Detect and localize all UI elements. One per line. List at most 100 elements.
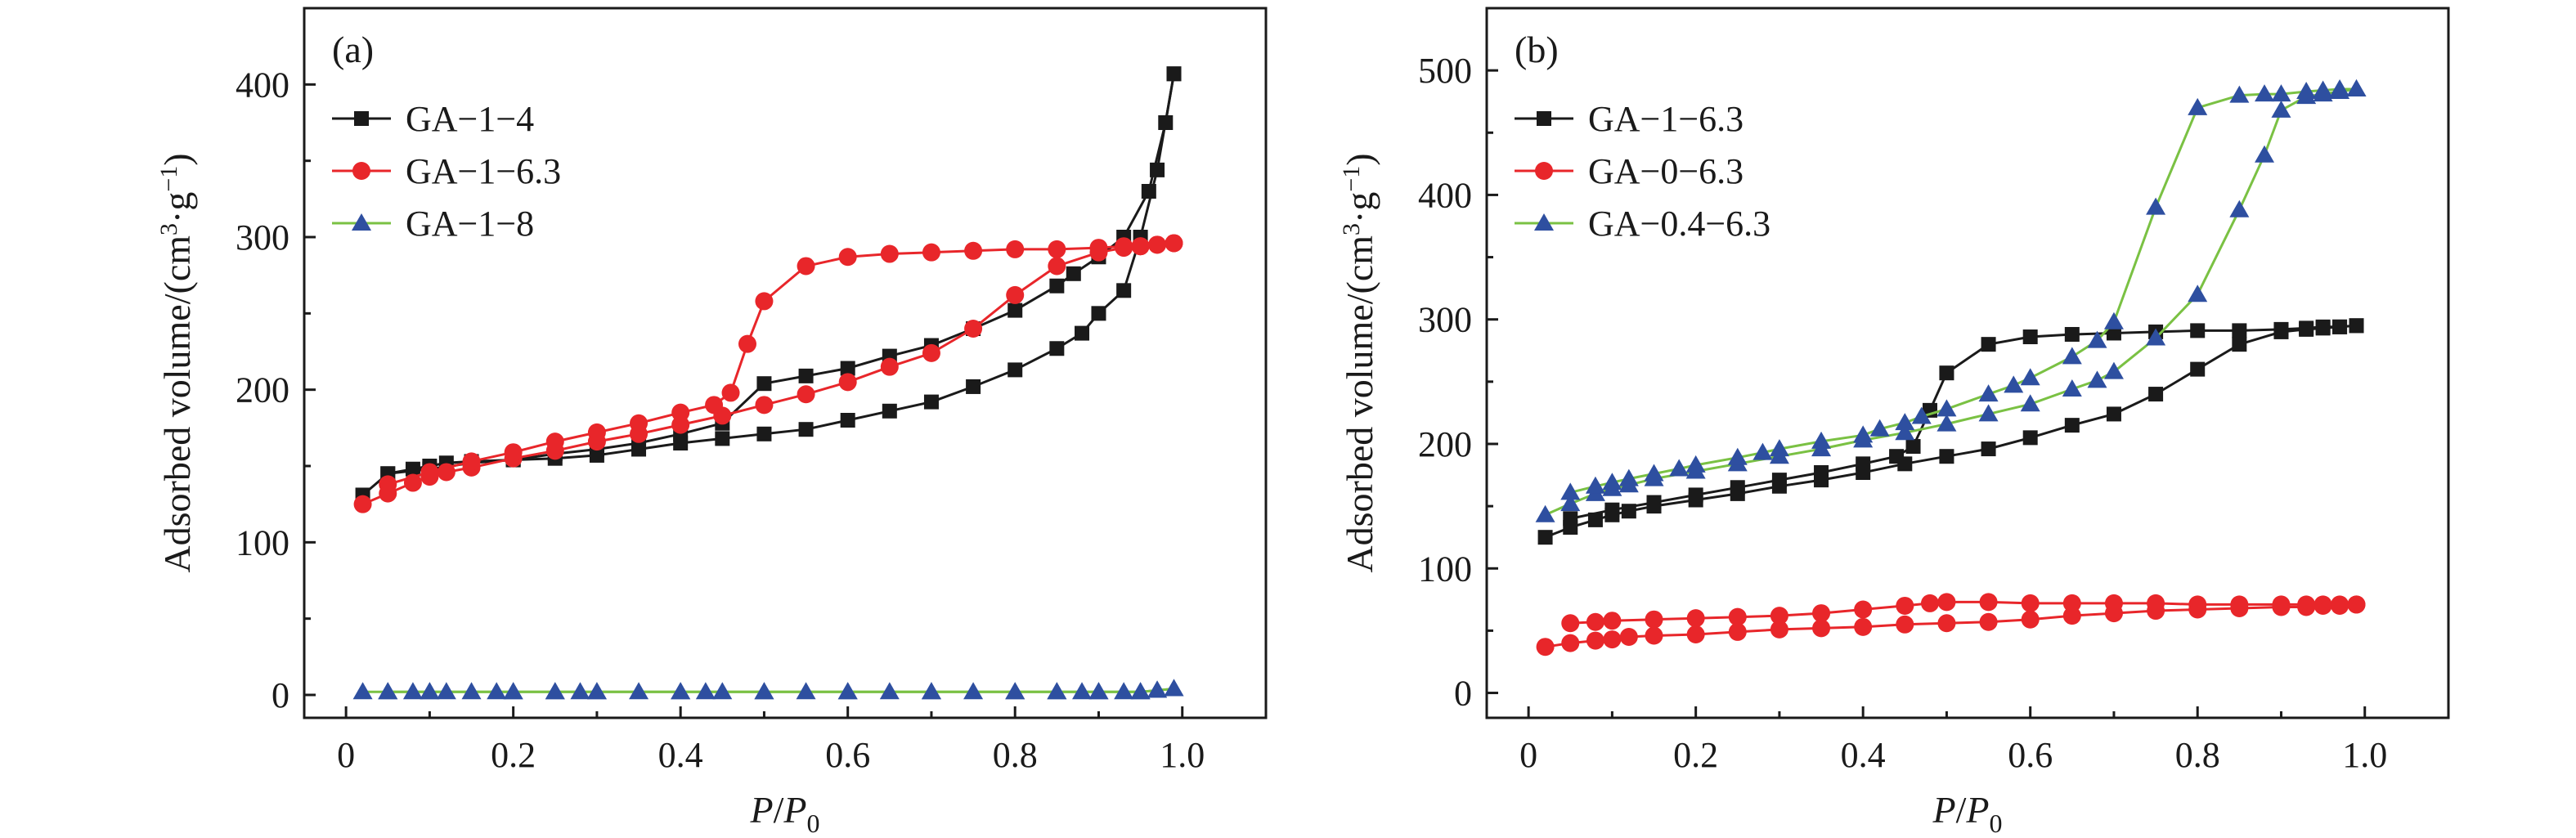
desorption-point <box>1130 682 1151 700</box>
desorption-point <box>2315 319 2331 334</box>
desorption-line <box>1569 324 2357 520</box>
adsorption-point <box>2148 387 2164 402</box>
series-1 <box>1537 318 2364 545</box>
desorption-point <box>721 383 740 402</box>
desorption-point <box>630 414 648 432</box>
desorption-point <box>1148 235 1167 254</box>
desorption-point <box>671 403 690 422</box>
legend-label: GA−1−6.3 <box>406 151 561 191</box>
plot-frame <box>303 7 1268 719</box>
adsorption-point <box>2271 100 2291 118</box>
adsorption-point <box>798 422 814 437</box>
desorption-point <box>755 292 774 311</box>
desorption-point <box>797 257 815 276</box>
legend-swatch-marker <box>352 213 371 231</box>
desorption-point <box>1164 679 1184 697</box>
desorption-point <box>1158 115 1174 130</box>
desorption-point <box>2106 325 2121 341</box>
desorption-point <box>420 682 440 700</box>
desorption-point <box>587 423 606 441</box>
desorption-point <box>2146 197 2166 215</box>
legend-swatch-marker <box>1534 213 1554 231</box>
adsorption-point <box>715 431 730 446</box>
adsorption-point <box>353 495 372 513</box>
legend-entry: GA−1−6.3 <box>332 151 561 191</box>
desorption-point <box>2062 347 2082 365</box>
adsorption-point <box>1937 614 1956 633</box>
adsorption-point <box>1116 283 1132 298</box>
adsorption-point <box>2062 379 2082 397</box>
desorption-point <box>2064 326 2080 342</box>
y-tick-label: 300 <box>1418 300 1472 340</box>
desorption-point <box>2004 375 2024 393</box>
desorption-point <box>1141 184 1156 199</box>
adsorption-point <box>1978 404 1999 422</box>
desorption-point <box>2020 368 2040 386</box>
desorption-point <box>1896 596 1914 615</box>
x-axis-title: P/P0 <box>750 789 820 838</box>
desorption-point <box>1685 455 1706 473</box>
series-3 <box>1535 78 2367 522</box>
adsorption-point <box>1896 615 1914 634</box>
desorption-point <box>2062 594 2081 612</box>
panel-label: (a) <box>332 29 374 70</box>
adsorption-point <box>1645 626 1663 645</box>
desorption-point <box>1769 439 1789 457</box>
desorption-point <box>1730 480 1745 495</box>
desorption-point <box>1728 607 1747 626</box>
adsorption-point <box>1981 441 1996 457</box>
adsorption-point <box>1728 622 1747 641</box>
desorption-point <box>840 361 855 376</box>
desorption-point <box>837 682 858 700</box>
adsorption-point <box>2062 607 2081 625</box>
legend-swatch-marker <box>1537 111 1551 126</box>
adsorption-point <box>487 682 507 700</box>
legend: GA−1−6.3 GA−0−6.3 GA−0.4−6.3 <box>1515 99 1770 244</box>
y-tick-label: 400 <box>1418 175 1472 215</box>
desorption-point <box>462 452 481 471</box>
adsorption-point <box>1586 631 1604 650</box>
legend-entry: GA−1−4 <box>332 99 534 139</box>
desorption-point <box>738 334 756 353</box>
adsorption-point <box>922 343 940 362</box>
desorption-point <box>1166 66 1182 82</box>
desorption-point <box>1005 682 1025 700</box>
desorption-point <box>2347 595 2366 614</box>
desorption-point <box>2229 85 2250 103</box>
legend-entry: GA−1−8 <box>332 204 534 244</box>
desorption-point <box>705 396 724 415</box>
panel-label: (b) <box>1515 29 1559 70</box>
adsorption-point <box>402 682 423 700</box>
desorption-point <box>1047 682 1067 700</box>
desorption-point <box>1854 600 1873 619</box>
adsorption-point <box>1621 504 1636 519</box>
y-tick-label: 0 <box>1454 674 1472 714</box>
desorption-point <box>1603 612 1622 630</box>
x-tick-label: 1.0 <box>1160 735 1205 775</box>
plot-frame <box>1485 7 2450 719</box>
legend-swatch-marker <box>354 111 369 126</box>
adsorption-point <box>2022 430 2038 446</box>
desorption-point <box>1905 439 1921 455</box>
adsorption-point <box>1895 423 1915 441</box>
desorption-point <box>2313 80 2333 98</box>
adsorption-point <box>756 426 772 441</box>
adsorption-point <box>2229 199 2250 217</box>
desorption-point <box>2297 595 2316 614</box>
desorption-point <box>545 682 565 700</box>
adsorption-point <box>2190 361 2206 377</box>
desorption-point <box>2103 311 2124 329</box>
adsorption-point <box>1535 504 1555 522</box>
desorption-point <box>2230 595 2249 614</box>
desorption-point <box>695 682 716 700</box>
desorption-point <box>1131 237 1150 256</box>
adsorption-point <box>1770 620 1788 639</box>
adsorption-point <box>1006 285 1025 304</box>
x-tick-label: 0.4 <box>658 735 703 775</box>
desorption-point <box>1727 447 1748 465</box>
legend-label: GA−1−4 <box>406 99 534 139</box>
desorption-point <box>1602 473 1622 491</box>
adsorption-point <box>2087 370 2107 388</box>
desorption-point <box>378 682 398 700</box>
x-tick-label: 0.6 <box>825 735 870 775</box>
